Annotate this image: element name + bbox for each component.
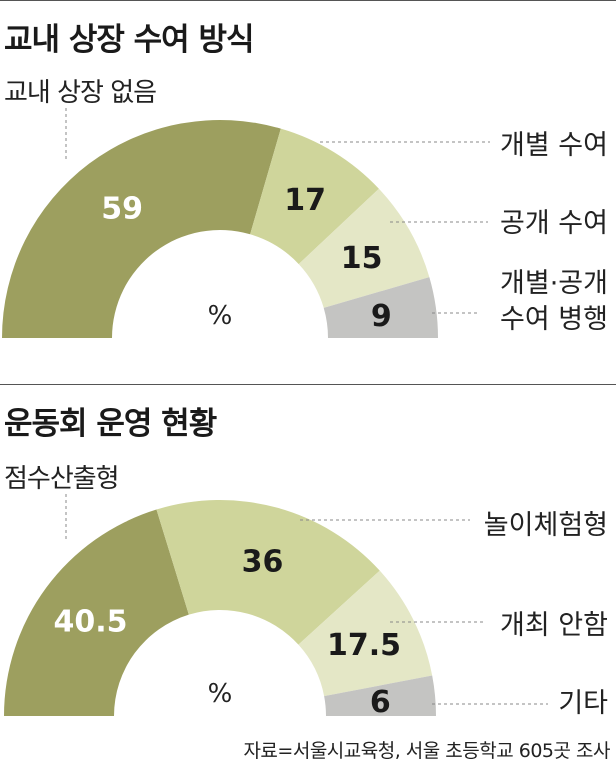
segment-1	[2, 120, 281, 338]
value-label-1: 40.5	[53, 604, 127, 639]
segment-label-4: 수여 병행	[500, 304, 608, 335]
segment-1	[4, 509, 189, 716]
segment-label-4: 기타	[558, 688, 608, 719]
top-rule	[0, 0, 616, 1]
segment-3	[298, 570, 433, 697]
segment-label-3: 개최 안함	[500, 610, 608, 641]
segment-4	[323, 277, 438, 338]
segment-2	[156, 500, 380, 645]
segment-3	[298, 188, 430, 308]
value-label-2: 36	[242, 545, 284, 580]
segment-label-3: 공개 수여	[500, 208, 608, 239]
chart1-first-segment-label: 교내 상장 없음	[4, 78, 157, 108]
segment-label-4: 개별·공개	[500, 268, 608, 299]
segment-4	[324, 675, 436, 716]
source-caption: 자료=서울시교육청, 서울 초등학교 605곳 조사	[243, 740, 610, 762]
unit-label: %	[208, 301, 233, 331]
segment-label-2: 놀이체험형	[484, 510, 608, 541]
section-divider	[0, 384, 616, 385]
value-label-3: 17.5	[327, 628, 401, 663]
value-label-4: 9	[371, 299, 392, 334]
value-label-4: 6	[370, 685, 391, 720]
value-label-2: 17	[284, 183, 326, 218]
chart1-title: 교내 상장 수여 방식	[4, 22, 255, 58]
segment-2	[250, 128, 379, 265]
unit-label: %	[208, 679, 233, 709]
value-label-3: 15	[341, 241, 383, 276]
chart2-first-segment-label: 점수산출형	[4, 464, 120, 494]
segment-label-2: 개별 수여	[500, 130, 608, 161]
value-label-1: 59	[101, 192, 143, 227]
chart2-title: 운동회 운영 현황	[4, 406, 217, 442]
